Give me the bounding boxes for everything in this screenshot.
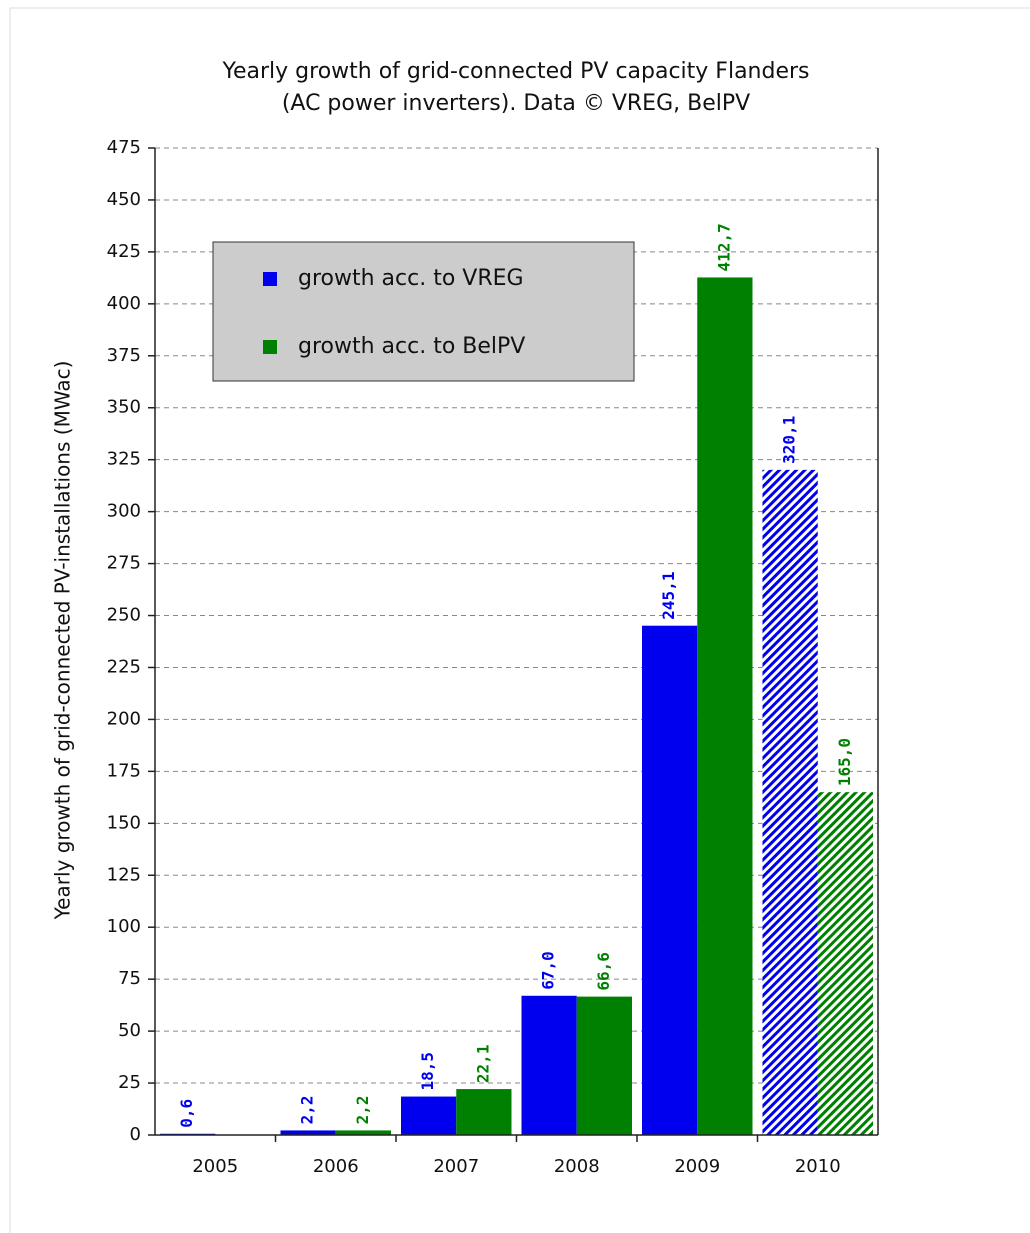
value-label: 2,2 xyxy=(298,1096,317,1125)
y-tick-label: 425 xyxy=(107,241,141,262)
legend-swatch xyxy=(263,340,277,354)
x-tick-label: 2006 xyxy=(313,1156,359,1177)
y-tick-label: 200 xyxy=(107,708,141,729)
bar xyxy=(817,792,873,1135)
y-tick-label: 475 xyxy=(107,137,141,158)
bar xyxy=(521,995,577,1135)
y-tick-label: 225 xyxy=(107,656,141,677)
chart-title: Yearly growth of grid-connected PV capac… xyxy=(221,59,809,84)
bar xyxy=(456,1089,512,1135)
bar xyxy=(762,469,818,1135)
value-label: 320,1 xyxy=(780,416,799,464)
y-tick-label: 125 xyxy=(107,864,141,885)
legend-label: growth acc. to BelPV xyxy=(298,334,525,359)
value-label: 165,0 xyxy=(835,738,854,786)
x-tick-label: 2008 xyxy=(554,1156,600,1177)
bar xyxy=(642,625,698,1135)
y-tick-label: 100 xyxy=(107,916,141,937)
y-tick-label: 275 xyxy=(107,553,141,574)
x-tick-label: 2009 xyxy=(674,1156,720,1177)
y-tick-label: 350 xyxy=(107,397,141,418)
legend-box xyxy=(212,241,635,382)
y-tick-label: 375 xyxy=(107,345,141,366)
y-tick-label: 150 xyxy=(107,812,141,833)
y-axis-label: Yearly growth of grid-connected PV-insta… xyxy=(51,361,75,921)
value-label: 2,2 xyxy=(353,1096,372,1125)
x-tick-label: 2010 xyxy=(795,1156,841,1177)
y-tick-label: 50 xyxy=(118,1020,141,1041)
y-tick-label: 300 xyxy=(107,501,141,522)
y-tick-label: 25 xyxy=(118,1072,141,1093)
value-label: 66,6 xyxy=(594,952,613,991)
value-label: 67,0 xyxy=(539,951,558,990)
bar xyxy=(697,277,753,1135)
y-tick-label: 325 xyxy=(107,449,141,470)
y-tick-label: 450 xyxy=(107,189,141,210)
bar xyxy=(576,996,632,1135)
value-label: 22,1 xyxy=(473,1045,492,1084)
bar xyxy=(280,1130,336,1135)
y-tick-label: 75 xyxy=(118,968,141,989)
y-tick-label: 0 xyxy=(130,1124,141,1145)
value-label: 18,5 xyxy=(418,1052,437,1091)
x-tick-label: 2005 xyxy=(192,1156,238,1177)
value-label: 245,1 xyxy=(659,572,678,620)
bar xyxy=(401,1096,457,1135)
value-label: 0,6 xyxy=(177,1099,196,1128)
y-tick-label: 175 xyxy=(107,760,141,781)
chart-title: (AC power inverters). Data © VREG, BelPV xyxy=(282,91,750,116)
legend-label: growth acc. to VREG xyxy=(298,266,524,291)
x-tick-label: 2007 xyxy=(433,1156,479,1177)
y-tick-label: 250 xyxy=(107,605,141,626)
value-label: 412,7 xyxy=(714,223,733,271)
legend-swatch xyxy=(263,272,277,286)
y-tick-label: 400 xyxy=(107,293,141,314)
frame xyxy=(9,7,1030,1233)
bar xyxy=(335,1130,391,1135)
